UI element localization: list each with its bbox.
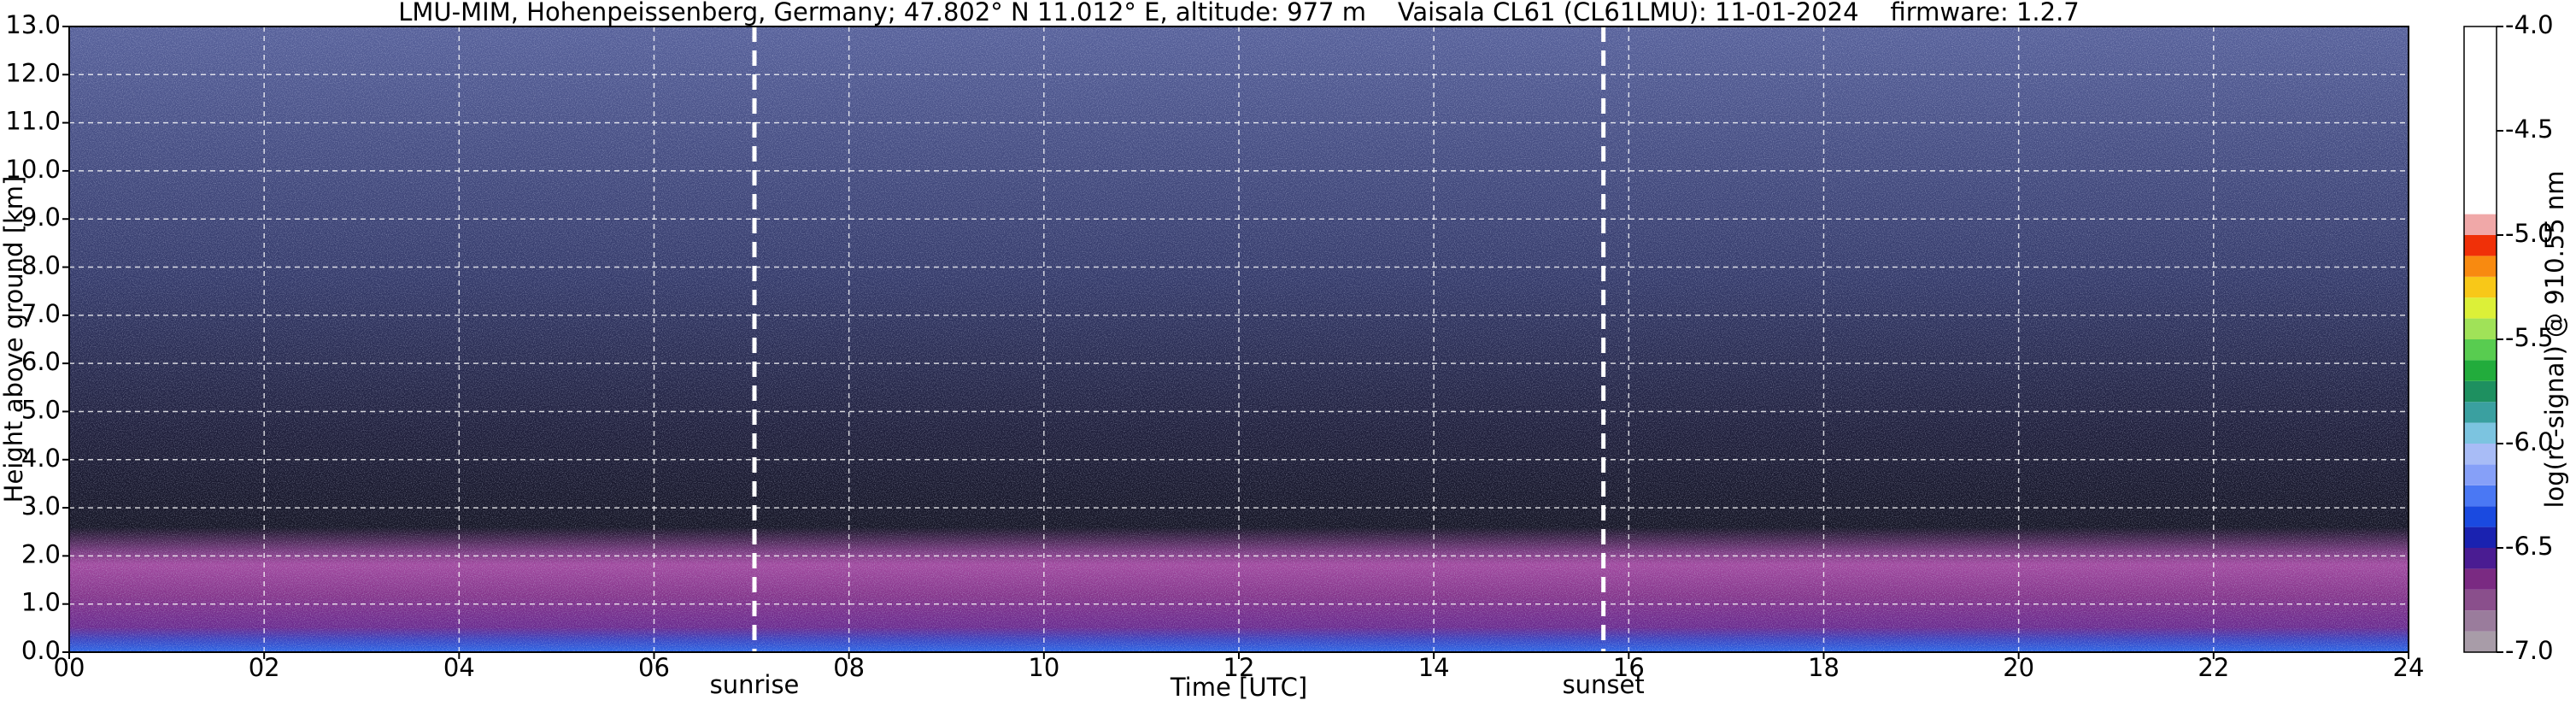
colorbar-tick-label: -5.5 <box>2505 323 2554 352</box>
y-tick-label: 1.0 <box>21 588 61 617</box>
colorbar-tick-label: -6.0 <box>2505 427 2554 456</box>
chart-title: LMU-MIM, Hohenpeissenberg, Germany; 47.8… <box>398 0 2080 26</box>
x-tick-label: 00 <box>54 653 85 682</box>
colorbar-segment <box>2464 235 2497 256</box>
x-tick-label: 24 <box>2393 653 2425 682</box>
y-tick-label: 0.0 <box>21 636 61 665</box>
y-tick-label: 8.0 <box>21 251 61 280</box>
y-axis-label: Height above ground [km] <box>0 176 28 503</box>
y-tick-label: 9.0 <box>21 203 61 232</box>
y-tick-label: 6.0 <box>21 347 61 376</box>
colorbar-segment <box>2464 527 2497 548</box>
colorbar-tick-label: -4.5 <box>2505 115 2554 144</box>
colorbar-segment <box>2464 485 2497 507</box>
colorbar-tick-label: -5.0 <box>2505 219 2554 248</box>
annotation-label: sunrise <box>710 670 800 699</box>
x-axis-label: Time [UTC] <box>1170 673 1307 702</box>
colorbar-segment <box>2464 548 2497 569</box>
colorbar-segment <box>2464 610 2497 632</box>
x-tick-label: 14 <box>1418 653 1450 682</box>
colorbar-tick-label: -7.0 <box>2505 636 2554 665</box>
y-tick-label: 10.0 <box>5 155 61 184</box>
x-tick-label: 08 <box>833 653 865 682</box>
colorbar-segment <box>2464 631 2497 652</box>
y-tick-label: 5.0 <box>21 395 61 424</box>
colorbar-segment <box>2464 422 2497 444</box>
colorbar-segment <box>2464 589 2497 611</box>
y-tick-label: 12.0 <box>5 58 61 87</box>
colorbar-segment <box>2464 318 2497 339</box>
y-tick-label: 13.0 <box>5 10 61 39</box>
x-tick-label: 10 <box>1028 653 1059 682</box>
colorbar-segment <box>2464 464 2497 485</box>
plot-frame <box>68 26 2409 653</box>
colorbar-segment <box>2464 297 2497 319</box>
colorbar-segment <box>2464 339 2497 361</box>
x-tick-label: 04 <box>443 653 475 682</box>
annotation-label: sunset <box>1563 670 1645 699</box>
colorbar-segment <box>2464 276 2497 298</box>
y-tick-label: 7.0 <box>21 299 61 328</box>
y-tick-label: 2.0 <box>21 539 61 568</box>
colorbar-tick-label: -4.0 <box>2505 10 2554 39</box>
colorbar-segment <box>2464 402 2497 423</box>
colorbar-segment <box>2464 360 2497 381</box>
colorbar-segment <box>2464 568 2497 590</box>
x-tick-label: 02 <box>249 653 280 682</box>
x-tick-label: 22 <box>2198 653 2229 682</box>
colorbar-segment <box>2464 380 2497 403</box>
x-tick-label: 18 <box>1808 653 1840 682</box>
colorbar-segment <box>2464 506 2497 527</box>
y-tick-label: 11.0 <box>5 107 61 136</box>
x-tick-label: 12 <box>1223 653 1255 682</box>
colorbar-segment <box>2464 444 2497 465</box>
x-tick-label: 20 <box>2003 653 2034 682</box>
colorbar-tick-label: -6.5 <box>2505 532 2554 561</box>
colorbar-segment <box>2464 214 2497 235</box>
y-tick-label: 4.0 <box>21 444 61 473</box>
colorbar-label: log(rc-signal) @ 910.55 nm <box>2540 170 2569 508</box>
y-tick-label: 3.0 <box>21 491 61 521</box>
x-tick-label: 16 <box>1613 653 1645 682</box>
colorbar-segment <box>2464 256 2497 277</box>
x-tick-label: 06 <box>638 653 670 682</box>
